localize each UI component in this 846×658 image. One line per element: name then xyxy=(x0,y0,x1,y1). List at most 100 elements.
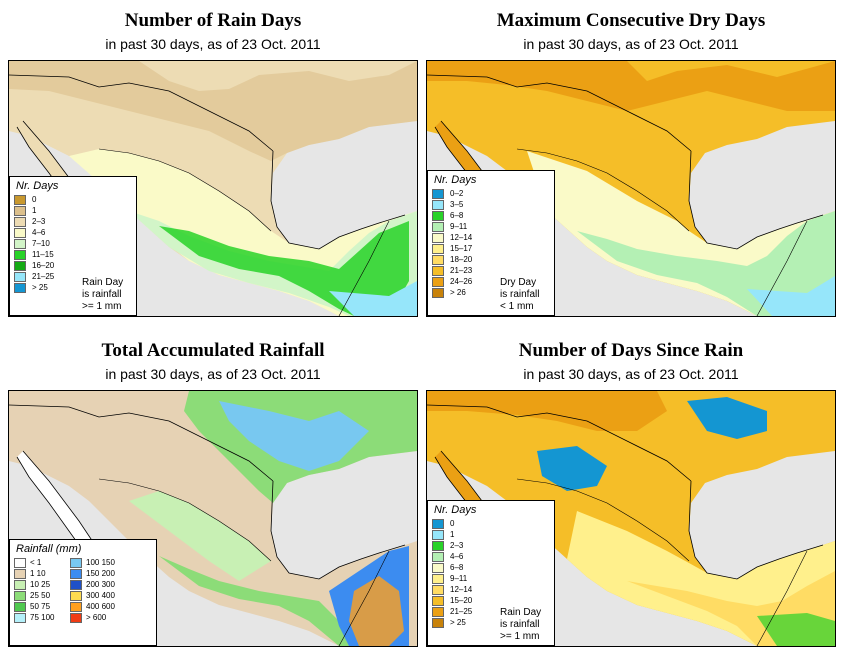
legend-label: > 600 xyxy=(86,613,107,622)
legend-label: > 25 xyxy=(450,618,466,627)
legend-swatch xyxy=(432,243,444,254)
legend-note: Dry Day is rainfall < 1 mm xyxy=(500,277,539,313)
map-total-rainfall: Rainfall (mm) < 1 1 10 10 25 25 50 50 75… xyxy=(8,390,418,647)
legend-item: 6–8 xyxy=(428,210,554,221)
legend-item: 16–20 xyxy=(10,260,136,271)
legend-swatch xyxy=(14,271,26,282)
panel-days-since-rain: Number of Days Since Rain in past 30 day… xyxy=(426,330,836,648)
legend-note-line: Rain Day xyxy=(82,277,124,288)
legend-swatch xyxy=(432,188,444,199)
map-rain-days: Nr. Days 0 1 2–3 4–6 7–10 11–15 16–20 21… xyxy=(8,60,418,317)
legend-swatch xyxy=(432,595,444,606)
panel-subtitle: in past 30 days, as of 23 Oct. 2011 xyxy=(105,36,321,52)
panel-max-dry-days: Maximum Consecutive Dry Days in past 30 … xyxy=(426,0,836,318)
legend-swatch xyxy=(432,606,444,617)
legend-label: 9–11 xyxy=(450,222,468,231)
panel-subtitle: in past 30 days, as of 23 Oct. 2011 xyxy=(105,366,321,382)
legend-label: 12–14 xyxy=(450,233,473,242)
legend-item: 50 75 xyxy=(10,601,66,612)
legend-swatch xyxy=(432,221,444,232)
legend-label: 6–8 xyxy=(450,563,464,572)
legend-swatch xyxy=(14,579,26,590)
panel-title: Total Accumulated Rainfall xyxy=(101,340,325,361)
legend-item: > 25 xyxy=(10,282,136,293)
legend-item: 100 150 xyxy=(66,557,122,568)
legend-swatch xyxy=(70,557,82,568)
legend-item: 400 600 xyxy=(66,601,122,612)
legend-swatch xyxy=(14,227,26,238)
legend-item: 25 50 xyxy=(10,590,66,601)
legend-label: > 25 xyxy=(32,283,48,292)
legend-label: 18–20 xyxy=(450,255,473,264)
legend-item: 10 25 xyxy=(10,579,66,590)
legend-item: 12–14 xyxy=(428,584,554,595)
panel-title: Maximum Consecutive Dry Days xyxy=(496,10,766,31)
legend-label: 1 10 xyxy=(30,569,46,578)
legend-label: 21–23 xyxy=(450,266,473,275)
legend-swatch xyxy=(14,557,26,568)
legend-title: Nr. Days xyxy=(16,180,59,192)
legend-swatch xyxy=(14,249,26,260)
legend-item: 1 xyxy=(10,205,136,216)
legend-label: 0 xyxy=(32,195,37,204)
legend-item: 75 100 xyxy=(10,612,66,623)
legend-swatch xyxy=(14,601,26,612)
legend-swatch xyxy=(432,232,444,243)
legend-label: 4–6 xyxy=(32,228,46,237)
legend-label: 50 75 xyxy=(30,602,51,611)
legend-item: 15–20 xyxy=(428,595,554,606)
legend-swatch xyxy=(14,260,26,271)
panel-title: Number of Rain Days xyxy=(124,10,302,31)
legend-item: 3–5 xyxy=(428,199,554,210)
legend-label: > 26 xyxy=(450,288,466,297)
legend-item: 300 400 xyxy=(66,590,122,601)
legend-label: 21–25 xyxy=(32,272,55,281)
legend-item: 150 200 xyxy=(66,568,122,579)
legend-note-line: >= 1 mm xyxy=(500,631,540,642)
legend-item: 21–25 xyxy=(428,606,554,617)
legend-swatch xyxy=(14,282,26,293)
legend-swatch xyxy=(70,601,82,612)
legend-label: 75 100 xyxy=(30,613,55,622)
legend-swatch xyxy=(14,194,26,205)
legend-item: 0 xyxy=(428,518,554,529)
legend-swatch xyxy=(432,287,444,298)
legend-swatch xyxy=(432,199,444,210)
legend-label: 12–14 xyxy=(450,585,473,594)
panel-rain-days: Number of Rain Days in past 30 days, as … xyxy=(8,0,418,318)
legend-swatch xyxy=(432,210,444,221)
legend-swatch xyxy=(432,529,444,540)
legend-item: > 25 xyxy=(428,617,554,628)
legend-swatch xyxy=(14,612,26,623)
legend-item: 4–6 xyxy=(428,551,554,562)
map-days-since-rain: Nr. Days 0 1 2–3 4–6 6–8 9–11 12–14 15–2… xyxy=(426,390,836,647)
panel-subtitle: in past 30 days, as of 23 Oct. 2011 xyxy=(523,36,739,52)
panel-title: Number of Days Since Rain xyxy=(518,340,744,361)
legend-item: 21–23 xyxy=(428,265,554,276)
panel-total-rainfall: Total Accumulated Rainfall in past 30 da… xyxy=(8,330,418,648)
legend-item: 2–3 xyxy=(428,540,554,551)
legend-swatch xyxy=(432,276,444,287)
legend-item: 21–25 xyxy=(10,271,136,282)
legend-note-line: is rainfall xyxy=(82,289,122,300)
legend-label: 15–20 xyxy=(450,596,473,605)
legend-swatch xyxy=(70,590,82,601)
legend-label: 1 xyxy=(32,206,37,215)
legend-label: 0–2 xyxy=(450,189,464,198)
legend-swatch xyxy=(432,562,444,573)
legend-item: 1 10 xyxy=(10,568,66,579)
legend-label: 150 200 xyxy=(86,569,115,578)
legend-label: 3–5 xyxy=(450,200,464,209)
legend-note-line: is rainfall xyxy=(500,619,540,630)
legend-note: Rain Day is rainfall >= 1 mm xyxy=(82,277,123,313)
legend-swatch xyxy=(14,238,26,249)
legend-item: > 600 xyxy=(66,612,122,623)
legend-note-line: Dry Day xyxy=(500,277,537,288)
legend-note-line: is rainfall xyxy=(500,289,540,300)
legend-label: 4–6 xyxy=(450,552,464,561)
legend-note-line: < 1 mm xyxy=(500,301,534,312)
legend-item: 0 xyxy=(10,194,136,205)
legend-label: 2–3 xyxy=(32,217,46,226)
legend-note-line: >= 1 mm xyxy=(82,301,122,312)
legend-note-line: Rain Day xyxy=(500,607,542,618)
